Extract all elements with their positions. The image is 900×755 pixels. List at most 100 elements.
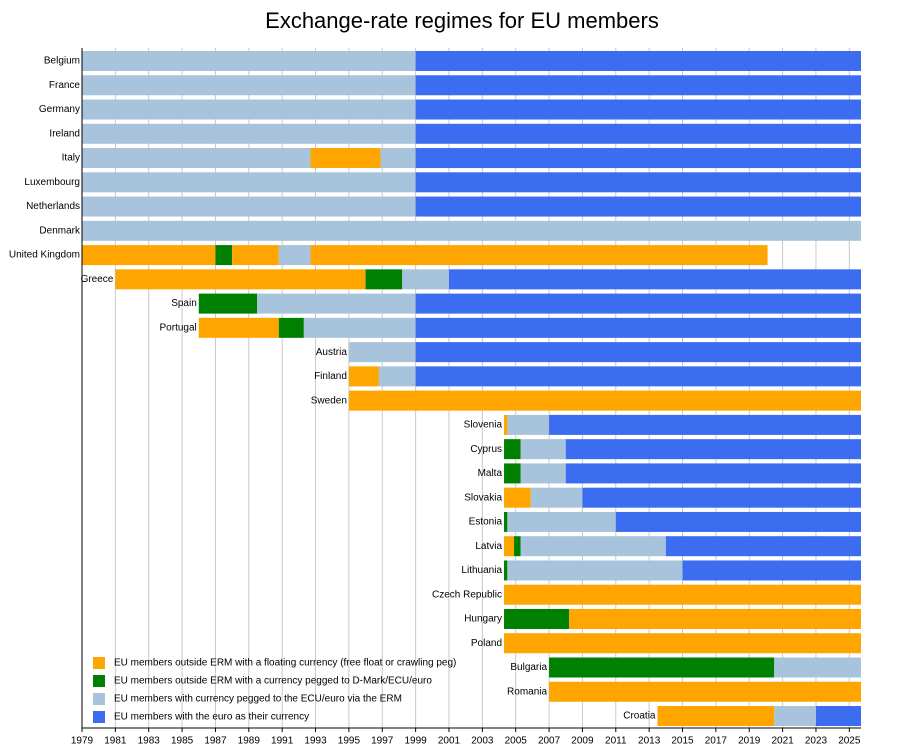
regime-bar (615, 511, 861, 532)
country-label: Italy (62, 153, 80, 164)
country-label: Luxembourg (24, 177, 80, 188)
regime-bar (415, 123, 861, 144)
regime-bar (504, 414, 508, 435)
regime-bar (415, 99, 861, 120)
legend-swatch (93, 693, 105, 705)
regime-bar (504, 439, 521, 460)
regime-bar (348, 342, 416, 363)
country-label: Cyprus (470, 444, 502, 455)
regime-bar (665, 536, 861, 557)
country-label: Greece (81, 274, 114, 285)
x-tick-label: 1995 (338, 736, 361, 747)
regime-bar (278, 245, 311, 266)
x-tick-label: 2009 (571, 736, 594, 747)
regime-bar (565, 439, 861, 460)
regime-bar (415, 342, 861, 363)
country-label: Slovenia (464, 420, 503, 431)
regime-bar (415, 293, 861, 314)
regime-bar (380, 148, 416, 169)
regime-bar (310, 148, 381, 169)
regime-bar (278, 317, 304, 338)
regime-bar (569, 608, 861, 629)
country-label: Romania (507, 686, 547, 697)
legend-swatch (93, 675, 105, 687)
country-label: Poland (471, 638, 502, 649)
regime-bar (549, 681, 861, 702)
regime-bar (504, 487, 531, 508)
x-tick-label: 2001 (438, 736, 461, 747)
x-tick-label: 1997 (371, 736, 394, 747)
x-tick-label: 1987 (204, 736, 227, 747)
x-tick-label: 2003 (471, 736, 494, 747)
regime-bar (520, 439, 566, 460)
x-tick-label: 2015 (671, 736, 694, 747)
regime-bar (82, 245, 216, 266)
regime-bar (507, 511, 616, 532)
x-tick-label: 2011 (605, 736, 627, 747)
regime-bar (549, 657, 775, 678)
country-label: Croatia (623, 711, 656, 722)
regime-bar (815, 706, 861, 727)
regime-bar (530, 487, 583, 508)
country-label: United Kingdom (9, 250, 80, 261)
regime-bar (348, 366, 379, 387)
regime-bar (82, 172, 416, 193)
x-tick-label: 1979 (71, 736, 94, 747)
regime-bar (520, 536, 666, 557)
country-label: Latvia (475, 541, 502, 552)
country-label: Hungary (464, 614, 502, 625)
legend-swatch (93, 711, 105, 723)
country-label: Bulgaria (510, 662, 547, 673)
country-label: Denmark (39, 225, 81, 236)
regime-bar (582, 487, 861, 508)
regime-bar (774, 706, 816, 727)
regime-bar (348, 390, 861, 411)
regime-bar (198, 293, 258, 314)
regime-bar (504, 560, 508, 581)
regime-bar (415, 148, 861, 169)
country-label: Belgium (44, 56, 80, 67)
regime-bar (507, 414, 550, 435)
regime-bar (365, 269, 403, 290)
country-label: Germany (39, 104, 80, 115)
regime-bar (657, 706, 775, 727)
legend-label: EU members outside ERM with a floating c… (114, 658, 456, 669)
regime-bar (504, 608, 570, 629)
legend-label: EU members with currency pegged to the E… (114, 694, 402, 705)
regime-bar (198, 317, 279, 338)
regime-bar (504, 463, 521, 484)
country-label: Sweden (311, 395, 347, 406)
x-tick-label: 2025 (838, 736, 861, 747)
regime-bar (565, 463, 861, 484)
regime-bar (504, 633, 861, 654)
regime-bar (415, 172, 861, 193)
regime-bar (82, 75, 416, 96)
regime-bar (504, 511, 508, 532)
country-label: Finland (314, 371, 347, 382)
regime-bar (415, 366, 861, 387)
regime-bar (504, 584, 861, 605)
regime-bar (507, 560, 683, 581)
x-tick-label: 1999 (404, 736, 427, 747)
regime-bar (310, 245, 768, 266)
country-label: Slovakia (464, 492, 502, 503)
regime-bar (257, 293, 416, 314)
x-tick-label: 1983 (138, 736, 161, 747)
regime-bar (82, 99, 416, 120)
x-tick-label: 2021 (771, 736, 794, 747)
x-tick-label: 2007 (538, 736, 561, 747)
x-tick-label: 1993 (304, 736, 327, 747)
legend-swatch (93, 657, 105, 669)
regime-bar (415, 75, 861, 96)
x-tick-label: 1985 (171, 736, 194, 747)
x-tick-label: 1989 (238, 736, 261, 747)
regime-bar (303, 317, 416, 338)
regime-bar (82, 148, 311, 169)
country-label: Czech Republic (432, 589, 502, 600)
regime-bar (520, 463, 566, 484)
country-label: Malta (478, 468, 503, 479)
x-tick-label: 1981 (104, 736, 127, 747)
x-tick-label: 2023 (805, 736, 828, 747)
